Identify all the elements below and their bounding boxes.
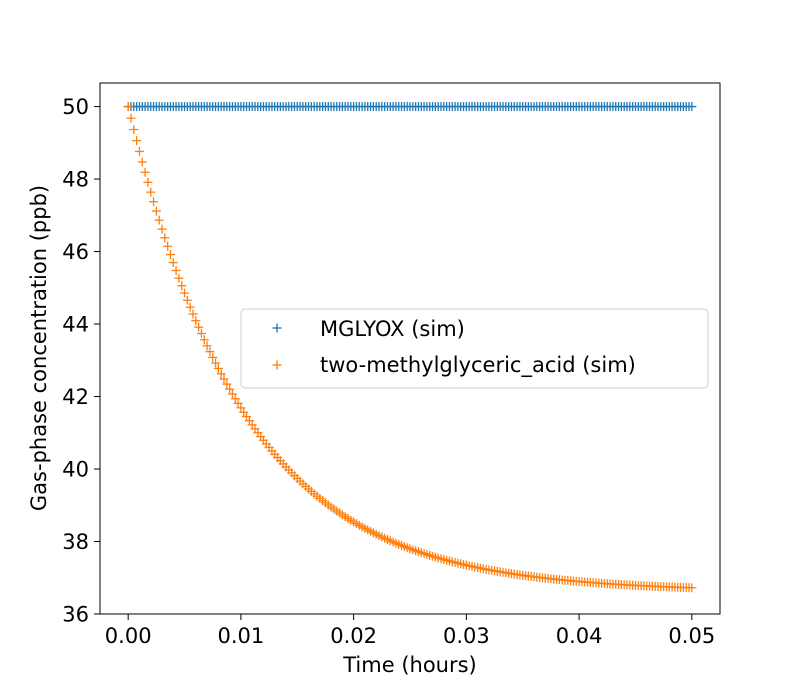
x-axis-ticks: 0.00 0.01 0.02 0.03 0.04 0.05	[105, 614, 715, 648]
legend-label-two-methylglyceric-acid: two-methylglyceric_acid (sim)	[320, 353, 636, 378]
data-point	[219, 374, 229, 384]
data-point	[216, 369, 226, 379]
legend-marker-mglyox	[272, 323, 282, 333]
data-point	[199, 335, 209, 345]
data-point	[180, 288, 190, 298]
data-point	[205, 347, 215, 357]
data-point	[143, 177, 153, 187]
data-point	[151, 206, 161, 216]
data-point	[171, 266, 181, 276]
legend-marker-two-methylglyceric-acid	[272, 360, 282, 370]
x-tick-label: 0.01	[218, 624, 265, 648]
legend-box	[240, 308, 709, 389]
legend-marker-plus	[272, 323, 282, 333]
data-point	[129, 125, 139, 135]
y-tick-label: 44	[62, 313, 89, 337]
data-point	[191, 316, 201, 326]
y-axis-label: Gas-phase concentration (ppb)	[27, 185, 51, 511]
data-point	[140, 167, 150, 177]
y-tick-label: 50	[62, 95, 89, 119]
y-tick-label: 42	[62, 385, 89, 409]
data-point	[227, 389, 237, 399]
y-tick-label: 40	[62, 458, 89, 482]
data-point	[146, 187, 156, 197]
data-point	[157, 224, 167, 234]
data-point	[687, 583, 697, 593]
data-point	[132, 136, 142, 146]
y-tick-label: 36	[62, 603, 89, 627]
data-point	[230, 394, 240, 404]
data-point	[137, 157, 147, 167]
series-0-markers	[123, 102, 697, 112]
x-tick-label: 0.03	[443, 624, 490, 648]
data-point	[182, 295, 192, 305]
data-point	[174, 273, 184, 283]
data-point	[168, 258, 178, 268]
data-point	[177, 281, 187, 291]
data-point	[222, 379, 232, 389]
data-point	[225, 384, 235, 394]
y-tick-label: 48	[62, 168, 89, 192]
data-point	[154, 215, 164, 225]
data-point	[123, 102, 133, 112]
data-point	[213, 363, 223, 373]
y-axis-ticks: 36 38 40 42 44 46 48 50	[62, 95, 100, 627]
data-point	[687, 102, 697, 112]
legend-marker-plus	[272, 360, 282, 370]
data-point	[126, 113, 136, 123]
y-tick-label: 38	[62, 530, 89, 554]
x-tick-label: 0.04	[556, 624, 603, 648]
data-markers	[123, 102, 697, 593]
series-1-markers	[123, 102, 697, 593]
data-point	[196, 329, 206, 339]
data-point	[165, 250, 175, 260]
y-tick-label: 46	[62, 240, 89, 264]
x-tick-label: 0.00	[105, 624, 152, 648]
data-point	[149, 197, 159, 207]
data-point	[134, 146, 144, 156]
data-point	[185, 302, 195, 312]
data-point	[208, 352, 218, 362]
data-point	[233, 398, 243, 408]
data-point	[188, 309, 198, 319]
legend-label-mglyox: MGLYOX (sim)	[320, 317, 465, 341]
data-point	[202, 341, 212, 351]
data-point	[163, 241, 173, 251]
plot-frame	[99, 82, 721, 615]
legend: MGLYOX (sim) two-methylglyceric_acid (si…	[240, 308, 709, 389]
data-point	[194, 322, 204, 332]
x-tick-label: 0.02	[330, 624, 377, 648]
x-axis-label: Time (hours)	[342, 653, 477, 677]
data-point	[211, 358, 221, 368]
x-tick-label: 0.05	[668, 624, 715, 648]
data-point	[160, 233, 170, 243]
